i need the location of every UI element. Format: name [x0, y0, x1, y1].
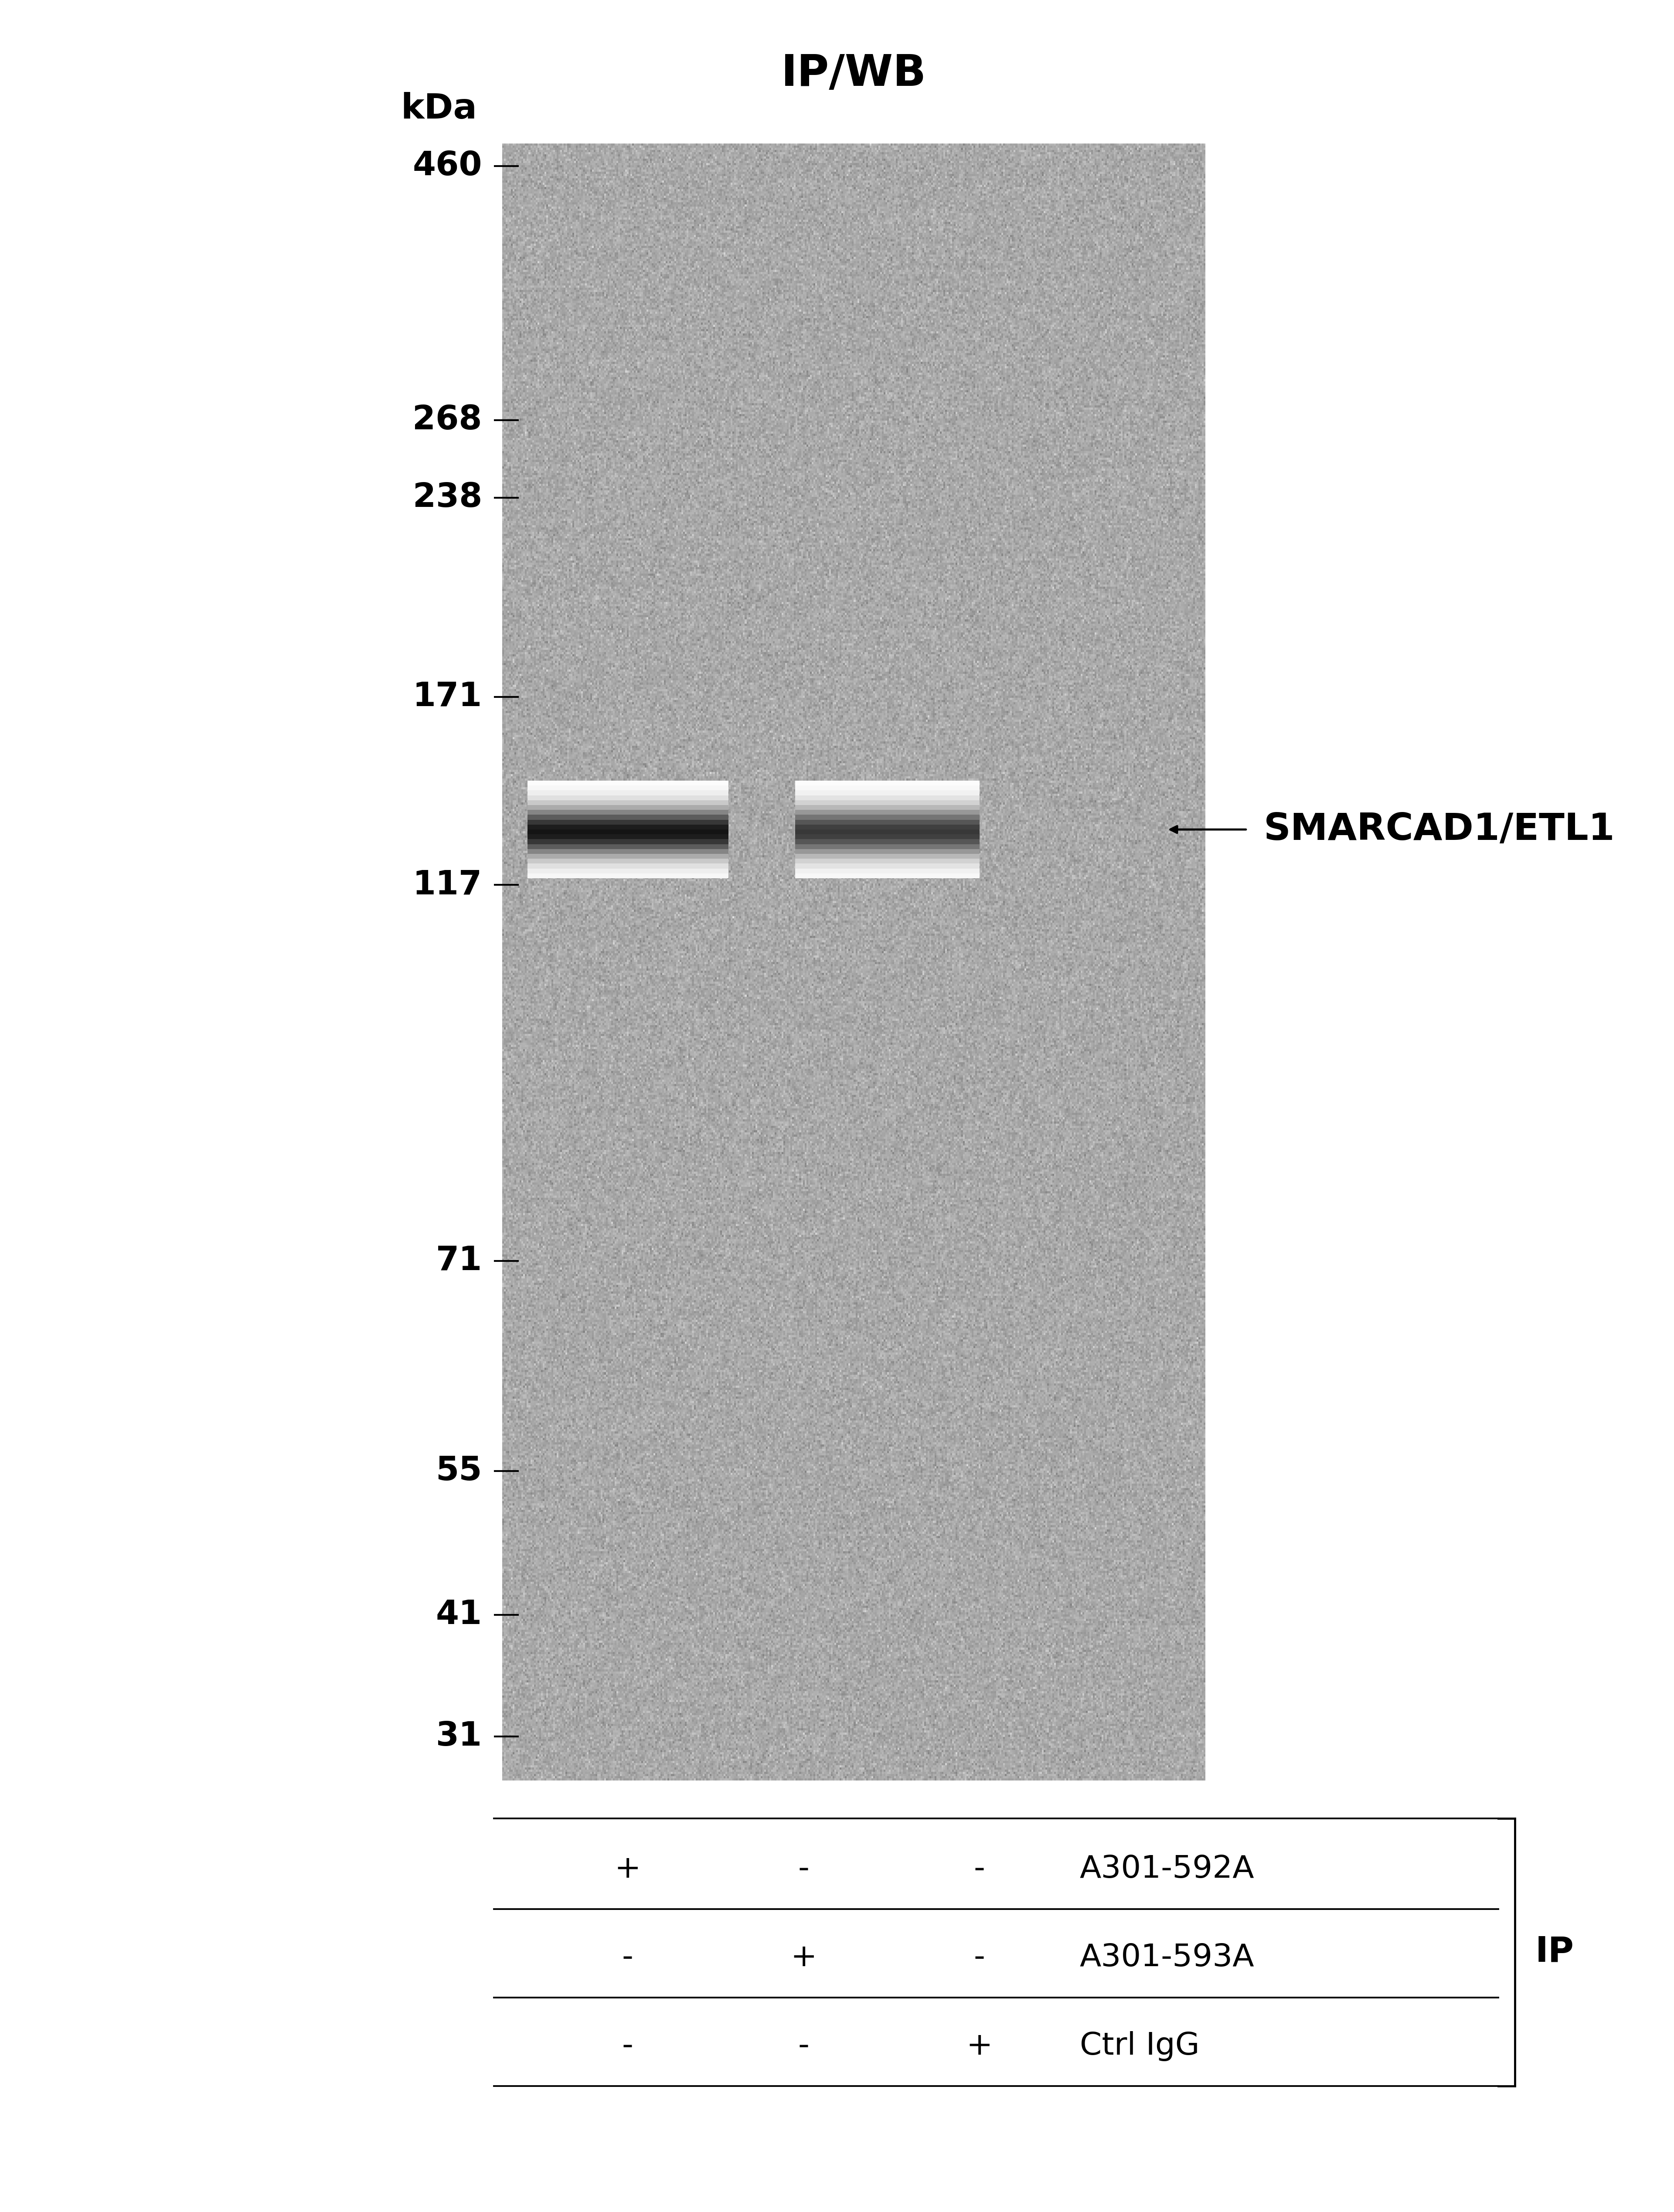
Text: +: + — [614, 1854, 641, 1885]
Text: -: - — [798, 2031, 809, 2062]
Text: -: - — [623, 1942, 633, 1973]
Bar — [502, 144, 1205, 1781]
Text: 71: 71 — [435, 1245, 482, 1276]
Text: +: + — [966, 2031, 993, 2062]
Text: 41: 41 — [435, 1599, 482, 1630]
Text: kDa: kDa — [400, 93, 477, 126]
Text: Ctrl IgG: Ctrl IgG — [1080, 2031, 1200, 2062]
Text: A301-592A: A301-592A — [1080, 1854, 1254, 1885]
Text: 117: 117 — [413, 869, 482, 900]
Text: 460: 460 — [412, 150, 482, 181]
Text: 55: 55 — [435, 1455, 482, 1486]
Text: -: - — [798, 1854, 809, 1885]
Text: IP: IP — [1535, 1936, 1574, 1969]
Text: 31: 31 — [435, 1721, 482, 1752]
Text: SMARCAD1/ETL1: SMARCAD1/ETL1 — [1264, 812, 1615, 847]
Text: 268: 268 — [412, 405, 482, 436]
Text: -: - — [974, 1942, 984, 1973]
Text: A301-593A: A301-593A — [1080, 1942, 1254, 1973]
Text: 238: 238 — [412, 482, 482, 513]
Text: 171: 171 — [413, 681, 482, 712]
Text: +: + — [790, 1942, 817, 1973]
Text: IP/WB: IP/WB — [782, 53, 926, 95]
Text: -: - — [974, 1854, 984, 1885]
Text: -: - — [623, 2031, 633, 2062]
